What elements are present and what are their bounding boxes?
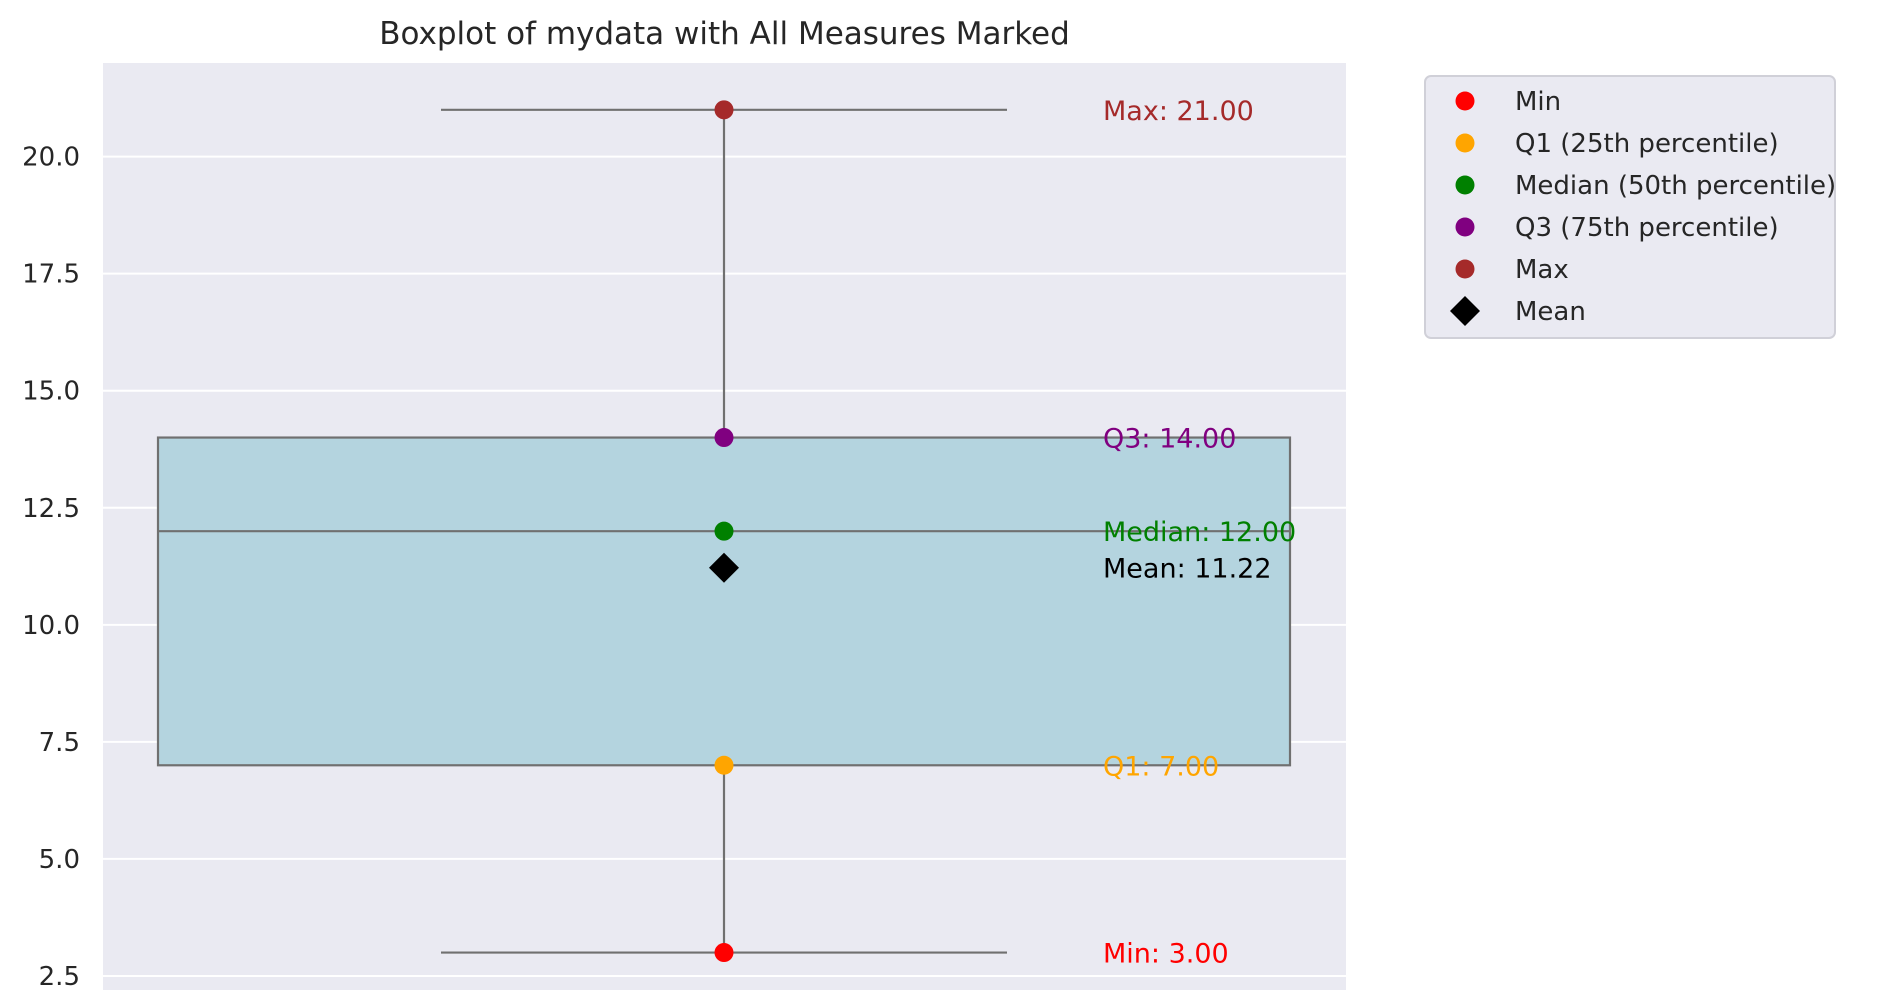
q1-marker	[714, 755, 734, 775]
median-marker	[714, 521, 734, 541]
y-tick-label: 10.0	[22, 611, 80, 641]
legend-marker	[1455, 133, 1475, 153]
legend-marker-mean	[1450, 296, 1480, 326]
legend-label: Q1 (25th percentile)	[1515, 129, 1779, 159]
q3-marker	[714, 428, 734, 448]
max-annotation: Max: 21.00	[1103, 96, 1254, 127]
legend-label: Min	[1515, 87, 1561, 117]
legend: Min Q1 (25th percentile) Median (50th perc…	[1424, 75, 1836, 339]
legend-marker	[1455, 91, 1475, 111]
stat-markers	[709, 100, 739, 963]
mean-annotation: Mean: 11.22	[1103, 554, 1272, 585]
max-marker	[714, 100, 734, 120]
legend-marker	[1455, 217, 1475, 237]
mean-marker	[709, 552, 739, 583]
legend-label: Max	[1515, 255, 1569, 285]
min-marker	[714, 943, 734, 963]
y-axis-ticks: 2.5 5.0 7.5 10.0 12.5 15.0 17.5 20.0	[22, 143, 80, 992]
y-tick-label: 7.5	[39, 728, 80, 758]
y-tick-label: 12.5	[22, 494, 80, 524]
y-tick-label: 2.5	[39, 962, 80, 992]
y-tick-label: 17.5	[22, 260, 80, 290]
legend-label: Q3 (75th percentile)	[1515, 213, 1779, 243]
y-tick-label: 20.0	[22, 143, 80, 173]
legend-label: Mean	[1515, 297, 1586, 327]
q3-annotation: Q3: 14.00	[1103, 424, 1236, 455]
q1-annotation: Q1: 7.00	[1103, 751, 1219, 782]
iqr-box	[156, 436, 1292, 767]
legend-marker	[1455, 175, 1475, 195]
stat-annotations: Max: 21.00 Q3: 14.00 Median: 12.00 Mean: 11…	[1103, 96, 1296, 970]
box-element	[156, 108, 1292, 954]
y-tick-label: 5.0	[39, 845, 80, 875]
y-tick-label: 15.0	[22, 377, 80, 407]
median-annotation: Median: 12.00	[1103, 517, 1296, 548]
legend-label: Median (50th percentile)	[1515, 171, 1836, 201]
chart-title: Boxplot of mydata with All Measures Mark…	[379, 16, 1070, 52]
min-annotation: Min: 3.00	[1103, 939, 1229, 970]
legend-box	[1424, 75, 1836, 339]
legend-marker	[1455, 259, 1475, 279]
